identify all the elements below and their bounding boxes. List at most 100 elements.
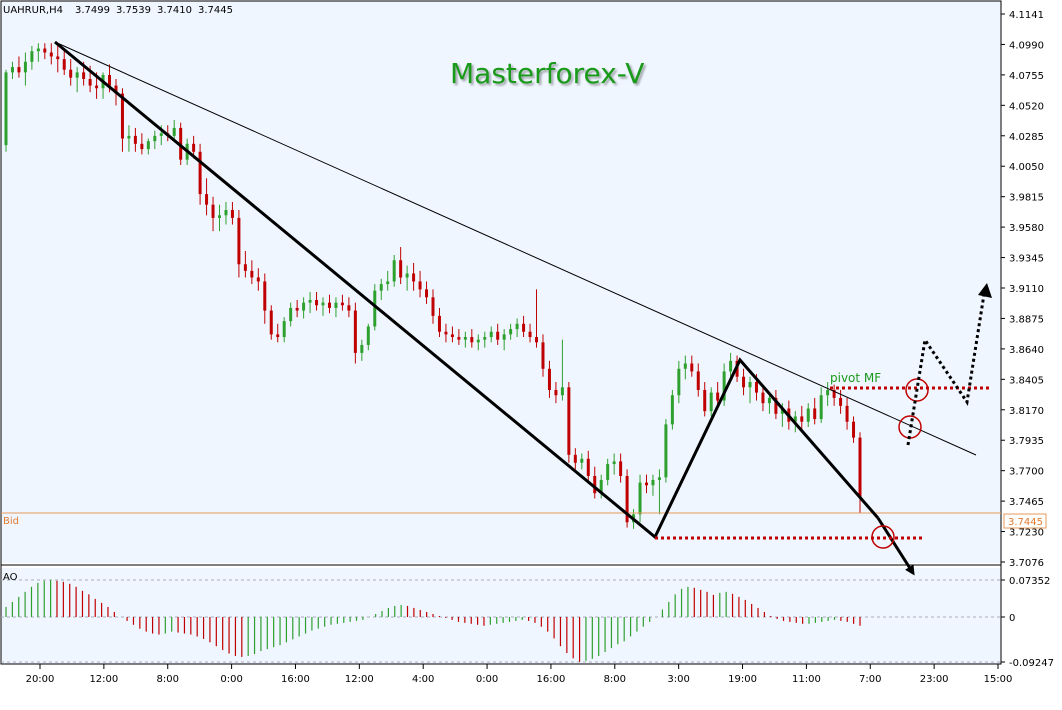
candle — [748, 376, 752, 404]
time-tick-label: 16:00 — [281, 674, 310, 685]
candle — [470, 329, 474, 348]
candle — [612, 453, 616, 475]
candle — [690, 355, 694, 377]
candle — [250, 260, 254, 285]
wave-trendlines — [54, 40, 880, 540]
price-tick-label: 3.9580 — [1009, 223, 1044, 234]
candle — [295, 299, 299, 318]
candle — [327, 294, 331, 314]
candle — [75, 67, 79, 93]
time-tick-label: 12:00 — [345, 674, 374, 685]
candle — [205, 178, 209, 216]
candle — [761, 384, 765, 412]
candle — [418, 270, 422, 298]
candle — [664, 419, 668, 483]
candle — [722, 363, 726, 406]
symbol-timeframe: UAHRUR,H4 — [3, 5, 63, 16]
candle — [767, 392, 771, 414]
price-tick-label: 4.0520 — [1009, 101, 1044, 112]
ohlc-low: 3.7410 — [157, 5, 192, 16]
price-tick-label: 3.9110 — [1009, 284, 1044, 295]
candle — [483, 331, 487, 348]
ao-tick-label: 0 — [1009, 613, 1015, 624]
candle — [541, 334, 545, 377]
candle — [450, 326, 454, 343]
candle — [852, 416, 856, 443]
candle — [651, 474, 655, 496]
candle — [567, 382, 571, 463]
candle — [405, 265, 409, 291]
candle — [444, 323, 448, 343]
price-tick-label: 4.0285 — [1009, 132, 1044, 143]
candle — [30, 45, 34, 70]
candle — [703, 382, 707, 417]
time-tick-label: 12:00 — [89, 674, 118, 685]
watermark-text: Masterforex-V — [450, 57, 644, 90]
ao-axis[interactable]: 0.07352 0 -0.09247 — [1001, 576, 1054, 669]
candle — [4, 69, 8, 152]
candle — [619, 453, 623, 483]
candle — [547, 360, 551, 398]
candle — [509, 323, 513, 340]
candle — [496, 323, 500, 345]
ao-indicator-name: AO — [3, 572, 18, 583]
ao-indicator-area[interactable] — [1, 568, 1001, 664]
candle — [360, 339, 364, 361]
candle — [476, 334, 480, 351]
time-tick-label: 8:00 — [156, 674, 178, 685]
time-tick-label: 3:00 — [667, 674, 689, 685]
down-arrow — [876, 517, 915, 576]
price-tick-label: 3.7465 — [1009, 497, 1044, 508]
candle — [819, 387, 823, 424]
price-tick-label: 4.1141 — [1009, 10, 1044, 21]
candle — [289, 302, 293, 327]
candle — [386, 270, 390, 291]
candle — [153, 130, 157, 150]
time-axis[interactable]: 20:00 12:00 8:00 0:00 16:00 12:00 4:00 0:00 16:0… — [26, 664, 1013, 685]
candle — [774, 389, 778, 420]
time-tick-label: 19:00 — [728, 674, 757, 685]
candle — [211, 196, 215, 232]
candle — [315, 292, 319, 311]
candle — [554, 382, 558, 404]
time-tick-label: 20:00 — [26, 674, 55, 685]
candlestick-series — [4, 43, 862, 529]
price-tick-label: 3.7700 — [1009, 467, 1044, 478]
candle — [276, 323, 280, 343]
candle — [742, 368, 746, 396]
candle — [832, 384, 836, 406]
price-tick-label: 3.9345 — [1009, 254, 1044, 265]
candle — [366, 323, 370, 351]
candle — [379, 278, 383, 300]
time-tick-label: 7:00 — [859, 674, 881, 685]
candle — [677, 360, 681, 404]
candle — [606, 458, 610, 486]
time-tick-label: 15:00 — [984, 674, 1013, 685]
candle — [69, 59, 73, 86]
candle — [716, 382, 720, 406]
price-axis[interactable]: 4.1141 4.0990 4.0755 4.0520 4.0285 4.0050 3.98… — [1001, 10, 1044, 569]
candle — [49, 43, 53, 65]
candle — [218, 204, 221, 232]
thin-trendline — [54, 41, 977, 456]
time-tick-label: 0:00 — [220, 674, 242, 685]
ao-tick-label: -0.09247 — [1009, 658, 1054, 669]
candle — [528, 323, 532, 343]
candle — [263, 273, 267, 324]
candle — [463, 331, 467, 348]
time-tick-label: 23:00 — [920, 674, 949, 685]
current-price-value: 3.7445 — [1008, 517, 1043, 528]
candle — [800, 405, 804, 430]
candle — [826, 382, 830, 406]
bid-label: Bid — [3, 516, 19, 527]
candle — [709, 387, 713, 417]
price-tick-label: 3.8405 — [1009, 375, 1044, 386]
candle — [522, 315, 526, 338]
price-tick-label: 4.0755 — [1009, 71, 1044, 82]
candle — [256, 268, 260, 291]
candle — [353, 302, 357, 364]
price-tick-label: 3.8640 — [1009, 345, 1044, 356]
candle — [10, 61, 14, 79]
candle — [696, 363, 700, 397]
